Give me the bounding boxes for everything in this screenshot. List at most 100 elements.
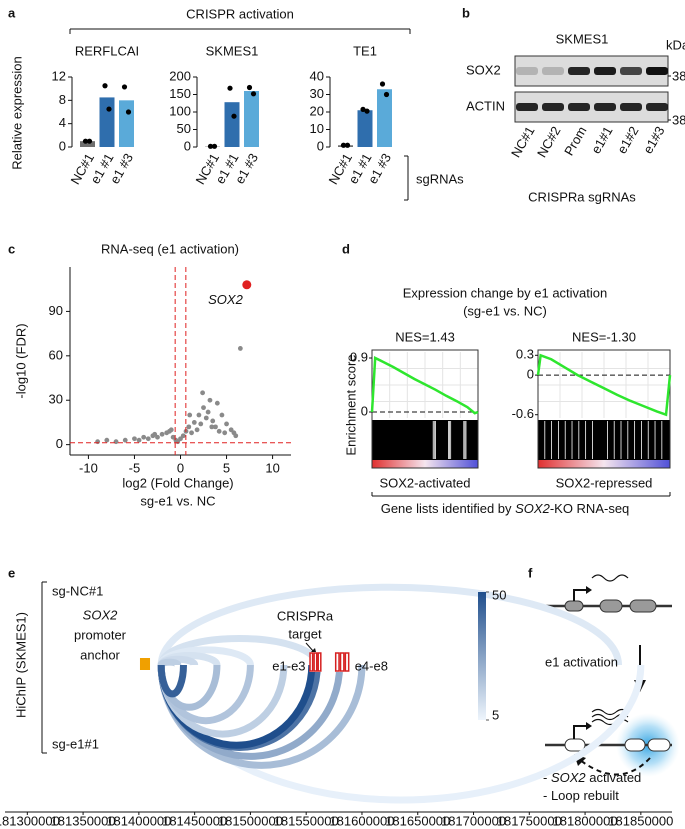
x-tick-label: 5 — [223, 460, 230, 475]
point — [159, 431, 165, 437]
y-tick-label: 0 — [56, 436, 63, 451]
region — [335, 652, 350, 672]
region — [309, 652, 322, 672]
dot — [231, 113, 237, 119]
panel-letter: e — [8, 565, 15, 580]
point — [152, 431, 158, 437]
point — [187, 412, 193, 418]
rank-bar — [538, 460, 670, 468]
point — [213, 424, 218, 430]
header: CRISPR activation — [186, 6, 294, 21]
outcome: - SOX2 activated — [543, 770, 641, 785]
promoter — [564, 600, 584, 612]
y-axis-label: -log10 (FDR) — [13, 323, 28, 398]
y-tick-label: 100 — [169, 103, 191, 118]
dot — [106, 106, 112, 112]
track-label: HiChIP (SKMES1) — [13, 612, 28, 718]
element — [629, 599, 657, 613]
panel-letter: a — [8, 5, 16, 20]
band — [620, 67, 642, 75]
point — [207, 397, 213, 403]
element — [647, 738, 671, 752]
band — [542, 67, 564, 75]
region-label: e1-e3 — [272, 658, 305, 673]
element — [599, 599, 623, 613]
outcome-part: - — [543, 770, 551, 785]
x-tick-label: 181400000 — [106, 813, 171, 828]
dot — [125, 109, 132, 115]
enrichment-curve — [370, 356, 479, 415]
x-tick-label: 10 — [265, 460, 279, 475]
highlight-point — [242, 280, 252, 290]
point — [237, 346, 243, 351]
x-tick-label: 181500000 — [218, 813, 283, 828]
arc — [157, 664, 221, 711]
footer: Gene lists identified by SOX2-KO RNA-seq — [381, 501, 630, 516]
lane-label: e1#1 — [588, 124, 615, 157]
x-axis-sublabel: sg-e1 vs. NC — [140, 493, 215, 508]
chart-title: RERFLCAI — [75, 43, 139, 58]
point — [222, 430, 228, 436]
dot — [82, 138, 89, 144]
x-axis-label: SOX2-repressed — [556, 475, 653, 490]
band — [594, 67, 616, 75]
region-stripe — [339, 652, 345, 672]
lane-label: e1#3 — [640, 124, 667, 157]
nes-label: NES=1.43 — [395, 329, 455, 344]
y-tick-label: 0 — [317, 138, 324, 153]
band — [568, 103, 590, 111]
group-label: sgRNAs — [416, 171, 464, 186]
x-tick-label: 0 — [177, 460, 184, 475]
dot — [211, 143, 218, 149]
region-label: e4-e8 — [355, 658, 388, 673]
x-axis-label: log2 (Fold Change) — [122, 475, 233, 490]
point — [201, 405, 206, 411]
y-tick-label: 0 — [59, 138, 66, 153]
anchor — [139, 658, 151, 670]
outcome-part: - Loop rebuilt — [543, 788, 619, 803]
region-stripe — [313, 652, 318, 672]
panel-letter: f — [528, 565, 533, 580]
y-axis-label: Enrichment score — [343, 354, 358, 455]
region-stripe — [334, 652, 340, 672]
dot — [379, 81, 386, 87]
rank-bar — [372, 460, 478, 468]
dot — [207, 143, 214, 149]
band — [620, 103, 642, 111]
dot — [383, 91, 390, 98]
lane-label: NC#2 — [534, 124, 564, 160]
footer-part: SOX2 — [515, 501, 550, 516]
x-tick-label: 181300000 — [0, 813, 60, 828]
panel-letter: b — [462, 5, 470, 20]
point — [203, 415, 209, 421]
bar — [119, 100, 134, 147]
point — [122, 437, 128, 443]
dot — [360, 106, 366, 112]
blot — [514, 55, 669, 87]
nes-label: NES=-1.30 — [572, 329, 636, 344]
x-tick-label: 181550000 — [274, 813, 339, 828]
y-tick-label: 200 — [169, 68, 191, 83]
transcript — [591, 574, 629, 582]
outcome: - Loop rebuilt — [543, 788, 619, 803]
chart-title: Expression change by e1 activation — [403, 285, 608, 300]
colorbar — [478, 592, 486, 720]
point — [189, 430, 194, 436]
point — [214, 400, 220, 406]
dot — [344, 142, 351, 148]
dot — [340, 142, 347, 148]
y-tick-label: 8 — [59, 92, 66, 107]
enrichment-curve — [536, 353, 672, 417]
element — [624, 738, 646, 752]
sample-label: sg-e1#1 — [52, 736, 99, 751]
bar — [80, 141, 95, 147]
y-tick-label: 30 — [310, 86, 324, 101]
point — [167, 428, 172, 434]
panel-letter: d — [342, 241, 350, 256]
dot — [121, 84, 128, 90]
point — [224, 421, 229, 427]
dot — [364, 108, 370, 114]
sample-label: sg-NC#1 — [52, 583, 103, 598]
x-tick-label: 181750000 — [497, 813, 562, 828]
